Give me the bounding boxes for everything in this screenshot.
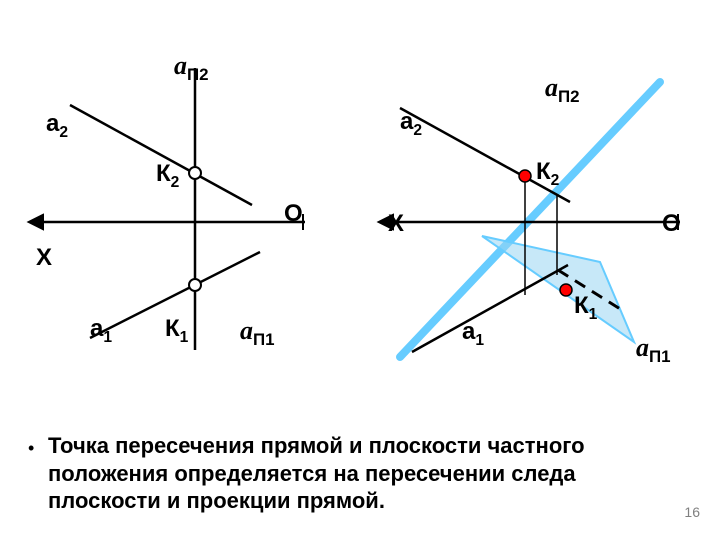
left-O: О bbox=[284, 200, 303, 228]
right-O: О bbox=[662, 210, 681, 238]
left-a1: а1 bbox=[90, 315, 112, 347]
bullet-dot: • bbox=[28, 438, 34, 459]
right-K2: К2 bbox=[536, 158, 559, 190]
bullet-text: Точка пересечения прямой и плоскости час… bbox=[48, 432, 638, 515]
page-number: 16 bbox=[684, 504, 700, 520]
left-K1: К1 bbox=[165, 315, 188, 347]
right-alpha-p1: aП1 bbox=[636, 332, 671, 367]
right-K1: К1 bbox=[574, 292, 597, 324]
right-X: X bbox=[388, 210, 404, 238]
right-a2: а2 bbox=[400, 108, 422, 140]
right-a1: а1 bbox=[462, 318, 484, 350]
left-alpha-p1: aП1 bbox=[240, 315, 275, 350]
left-a2: а2 bbox=[46, 110, 68, 142]
left-X: Х bbox=[36, 244, 52, 272]
left-alpha-p2: aП2 bbox=[174, 50, 209, 85]
right-alpha-p2: aП2 bbox=[545, 72, 580, 107]
left-K2: К2 bbox=[156, 160, 179, 192]
